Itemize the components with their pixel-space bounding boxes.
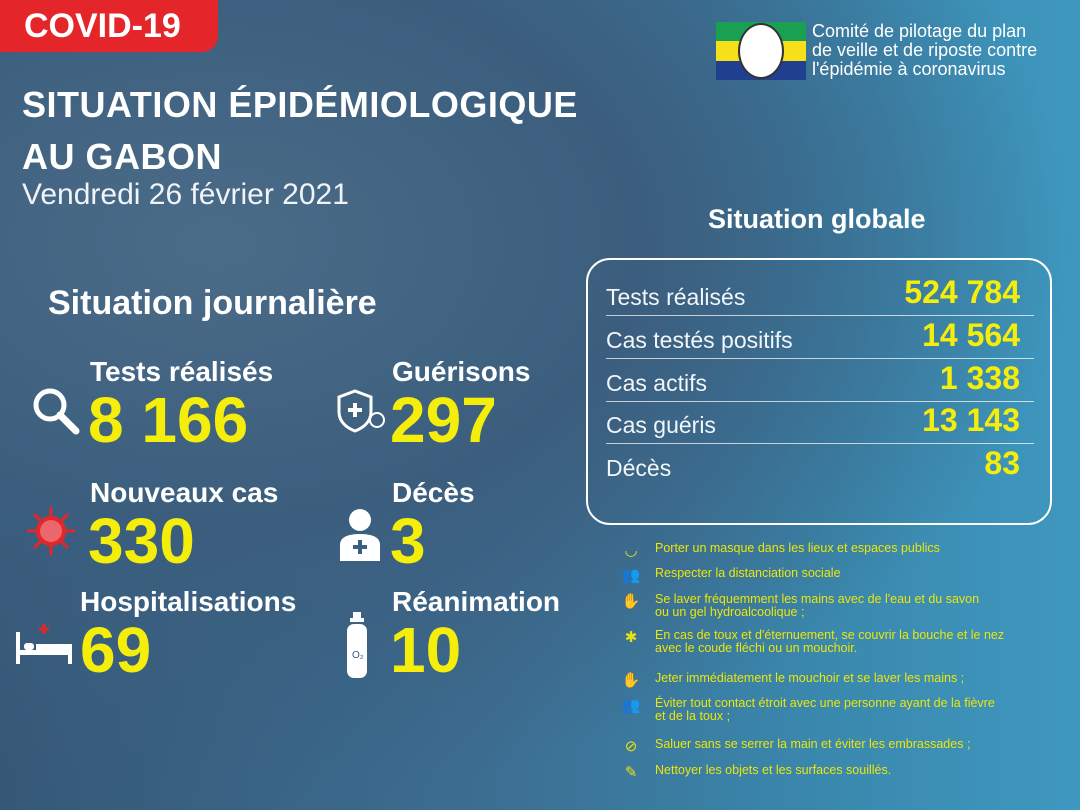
advice-text: Nettoyer les objets et les surfaces soui… <box>655 763 892 777</box>
person-cross-icon <box>338 507 382 561</box>
oxygen-tank-icon: O₂ <box>344 612 370 680</box>
global-situation-title: Situation globale <box>708 204 926 234</box>
global-situation-table: Tests réalisés 524 784 Cas testés positif… <box>586 258 1052 525</box>
daily-situation-title: Situation journalière <box>48 284 377 322</box>
row-value: 83 <box>984 445 1020 481</box>
social-distance-icon: 👥 <box>621 567 641 584</box>
advice-item: ⊘ Saluer sans se serrer la main et éviter… <box>620 737 971 756</box>
cleaning-icon: ✎ <box>624 764 638 781</box>
sneeze-elbow-icon: ✱ <box>624 629 638 646</box>
row-label: Décès <box>606 455 672 481</box>
daily-new-cases-value: 330 <box>88 505 195 577</box>
row-value: 1 338 <box>939 360 1020 396</box>
daily-deaths-value: 3 <box>390 505 426 577</box>
advice-text: Respecter la distanciation sociale <box>655 566 841 580</box>
daily-new-cases-label: Nouveaux cas <box>90 477 279 508</box>
covid-tag: COVID-19 <box>0 0 218 52</box>
advice-text: Saluer sans se serrer la main et éviter … <box>655 737 971 751</box>
daily-tests-label: Tests réalisés <box>90 356 274 387</box>
row-label: Cas testés positifs <box>606 327 793 353</box>
advice-item: ✎ Nettoyer les objets et les surfaces sou… <box>620 763 892 782</box>
committee-line: de veille et de riposte contre <box>812 40 1038 60</box>
report-date: Vendredi 26 février 2021 <box>22 178 349 211</box>
daily-deaths-label: Décès <box>392 477 475 508</box>
row-value: 14 564 <box>922 317 1020 353</box>
advice-text: Jeter immédiatement le mouchoir et se la… <box>655 671 965 685</box>
row-label: Cas guéris <box>606 412 716 438</box>
no-handshake-icon: ⊘ <box>624 738 638 755</box>
daily-hospitalisations-label: Hospitalisations <box>80 586 297 617</box>
coat-of-arms-icon <box>738 23 784 79</box>
advice-text: Éviter tout contact étroit avec une pers… <box>655 696 995 723</box>
global-row-deaths: Décès 83 <box>606 444 1034 486</box>
avoid-contact-icon: 👥 <box>621 697 641 714</box>
hand-wash-icon: ✋ <box>621 593 641 610</box>
gabon-flag-logo <box>716 22 806 80</box>
global-row-positives: Cas testés positifs 14 564 <box>606 317 1034 359</box>
virus-icon <box>25 505 77 557</box>
daily-recoveries-label: Guérisons <box>392 356 531 387</box>
global-row-active: Cas actifs 1 338 <box>606 360 1034 402</box>
committee-name: Comité de pilotage du plan de veille et … <box>812 22 1037 79</box>
global-row-tests: Tests réalisés 524 784 <box>606 274 1034 316</box>
row-label: Tests réalisés <box>606 284 746 310</box>
svg-text:O₂: O₂ <box>352 650 364 661</box>
page-title-line1: SITUATION ÉPIDÉMIOLOGIQUE <box>22 84 578 125</box>
advice-item: ✋ Jeter immédiatement le mouchoir et se l… <box>620 671 965 690</box>
advice-item: 👥 Éviter tout contact étroit avec une per… <box>620 697 995 723</box>
committee-line: Comité de pilotage du plan <box>812 21 1027 41</box>
row-value: 524 784 <box>904 274 1020 310</box>
mask-icon: ◡ <box>624 542 638 559</box>
advice-item: ◡ Porter un masque dans les lieux et espa… <box>620 541 940 560</box>
advice-item: ✋ Se laver fréquemment les mains avec de … <box>620 593 979 619</box>
daily-icu-label: Réanimation <box>392 586 561 617</box>
advice-item: 👥 Respecter la distanciation sociale <box>620 567 841 585</box>
page-title-line2: AU GABON <box>22 136 222 177</box>
row-value: 13 143 <box>922 402 1020 438</box>
daily-recoveries-value: 297 <box>390 384 497 456</box>
advice-text: Porter un masque dans les lieux et espac… <box>655 541 940 555</box>
hospital-bed-icon <box>14 622 74 666</box>
advice-item: ✱ En cas de toux et d'éternuement, se cou… <box>620 629 1004 655</box>
advice-text: Se laver fréquemment les mains avec de l… <box>655 592 980 619</box>
daily-icu-value: 10 <box>390 614 462 686</box>
daily-hospitalisations-value: 69 <box>80 614 152 686</box>
advice-text: En cas de toux et d'éternuement, se couv… <box>655 628 1005 655</box>
shield-virus-icon <box>335 388 389 434</box>
committee-line: l'épidémie à coronavirus <box>812 59 1006 79</box>
magnifier-icon <box>30 385 82 435</box>
daily-tests-value: 8 166 <box>88 384 249 456</box>
global-row-recovered: Cas guéris 13 143 <box>606 402 1034 444</box>
row-label: Cas actifs <box>606 370 707 396</box>
hand-wash-icon: ✋ <box>621 672 641 689</box>
